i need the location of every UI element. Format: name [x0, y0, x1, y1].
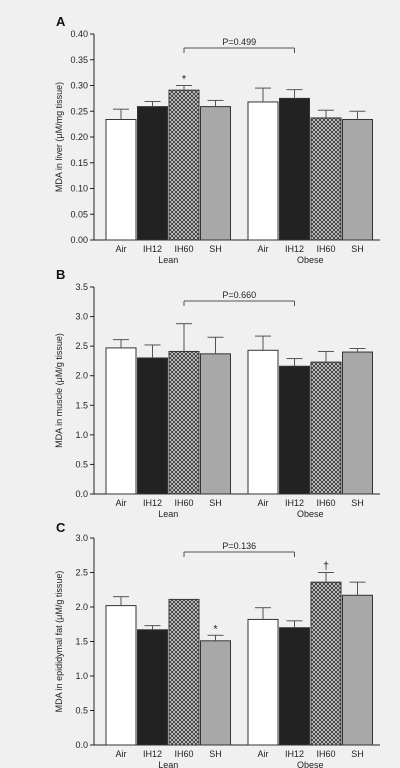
bar-obese-air	[247, 349, 279, 495]
comparison-p-value: P=0.660	[222, 290, 256, 300]
bar-obese-ih12	[279, 97, 310, 241]
bar-obese-ih60	[310, 117, 342, 241]
y-tick-label: 0.10	[70, 184, 88, 194]
group-label: Obese	[297, 255, 324, 265]
x-tick-label: IH60	[174, 244, 193, 254]
comparison-p-value: P=0.136	[222, 541, 256, 551]
y-tick-label: 0.05	[70, 209, 88, 219]
bar-lean-air	[105, 347, 137, 495]
significance-mark: †	[323, 561, 329, 573]
bar-lean-air	[105, 118, 137, 241]
bar-lean-ih12	[137, 629, 168, 746]
x-tick-label: IH12	[143, 498, 162, 508]
bar-obese-air	[247, 618, 279, 746]
x-tick-label: SH	[209, 244, 222, 254]
x-tick-label: IH60	[316, 498, 335, 508]
panel-b: B 0.0 0.5 1.0 1.5 2.0 2.5 3.0 3.5 MDA in muscle (…	[54, 267, 380, 519]
x-tick-label: Air	[258, 498, 269, 508]
group-label: Lean	[158, 760, 178, 768]
group-label: Obese	[297, 509, 324, 519]
x-tick-label: IH60	[316, 749, 335, 759]
y-tick-label: 3.5	[75, 282, 88, 292]
bar-obese-sh	[342, 594, 373, 746]
x-tick-label: IH60	[174, 498, 193, 508]
y-tick-label: 2.5	[75, 568, 88, 578]
x-tick-label: IH12	[143, 749, 162, 759]
y-tick-label: 0.0	[75, 489, 88, 499]
panel-c: C 0.0 0.5 1.0 1.5 2.0 2.5 3.0 MDA in epididymal …	[54, 520, 380, 768]
bar-lean-ih60	[168, 350, 200, 495]
y-tick-label: 0.15	[70, 158, 88, 168]
x-tick-label: Air	[116, 244, 127, 254]
bar-lean-sh	[200, 640, 231, 746]
bar-obese-sh	[342, 351, 373, 495]
y-tick-label: 0.5	[75, 459, 88, 469]
group-label: Lean	[158, 255, 178, 265]
y-tick-label: 0.0	[75, 740, 88, 750]
y-tick-label: 0.20	[70, 132, 88, 142]
y-tick-label: 0.25	[70, 106, 88, 116]
bar-lean-ih12	[137, 357, 168, 495]
comparison-p-value: P=0.499	[222, 37, 256, 47]
x-tick-label: IH12	[285, 749, 304, 759]
y-tick-label: 3.0	[75, 533, 88, 543]
y-tick-label: 1.0	[75, 671, 88, 681]
y-tick-label: 0.30	[70, 81, 88, 91]
y-axis-label: MDA in muscle (μM/g tissue)	[54, 333, 64, 448]
y-tick-label: 1.5	[75, 400, 88, 410]
bar-lean-sh	[200, 106, 231, 241]
x-tick-label: SH	[209, 498, 222, 508]
panel-a: A 0.00 0.05 0.10 0.15 0.20 0.25 0.30 0.35 0.40 MDA…	[54, 14, 380, 265]
x-tick-label: Air	[258, 749, 269, 759]
y-tick-label: 2.0	[75, 602, 88, 612]
significance-mark: *	[213, 623, 218, 635]
bar-obese-air	[247, 101, 279, 241]
y-tick-label: 0.35	[70, 55, 88, 65]
x-tick-label: IH12	[285, 244, 304, 254]
bar-obese-ih12	[279, 627, 310, 746]
x-tick-label: SH	[351, 749, 364, 759]
x-tick-label: SH	[351, 498, 364, 508]
y-tick-label: 0.5	[75, 706, 88, 716]
bar-obese-ih60	[310, 361, 342, 495]
bar-lean-ih12	[137, 106, 168, 241]
y-tick-label: 1.0	[75, 430, 88, 440]
x-tick-label: Air	[258, 244, 269, 254]
bar-obese-ih60	[310, 581, 342, 746]
bar-lean-sh	[200, 353, 231, 495]
bar-lean-ih60	[168, 598, 200, 746]
x-tick-label: Air	[116, 749, 127, 759]
bar-lean-ih60	[168, 89, 200, 241]
x-tick-label: IH12	[143, 244, 162, 254]
y-tick-label: 2.5	[75, 341, 88, 351]
panel-letter: A	[56, 14, 66, 29]
x-tick-label: Air	[116, 498, 127, 508]
x-tick-label: SH	[351, 244, 364, 254]
y-tick-label: 1.5	[75, 637, 88, 647]
x-tick-label: IH60	[316, 244, 335, 254]
y-axis-label: MDA in liver (μM/mg tissue)	[54, 82, 64, 192]
y-tick-label: 0.40	[70, 29, 88, 39]
y-axis-label: MDA in epididymal fat (μM/g tissue)	[54, 571, 64, 713]
x-tick-label: SH	[209, 749, 222, 759]
y-tick-label: 0.00	[70, 235, 88, 245]
bar-obese-ih12	[279, 365, 310, 495]
panel-letter: B	[56, 267, 65, 282]
group-label: Obese	[297, 760, 324, 768]
x-tick-label: IH12	[285, 498, 304, 508]
x-tick-label: IH60	[174, 749, 193, 759]
bar-obese-sh	[342, 118, 373, 241]
bar-lean-air	[105, 605, 137, 746]
y-tick-label: 3.0	[75, 312, 88, 322]
panel-letter: C	[56, 520, 66, 535]
significance-mark: *	[182, 74, 187, 86]
group-label: Lean	[158, 509, 178, 519]
y-tick-label: 2.0	[75, 371, 88, 381]
